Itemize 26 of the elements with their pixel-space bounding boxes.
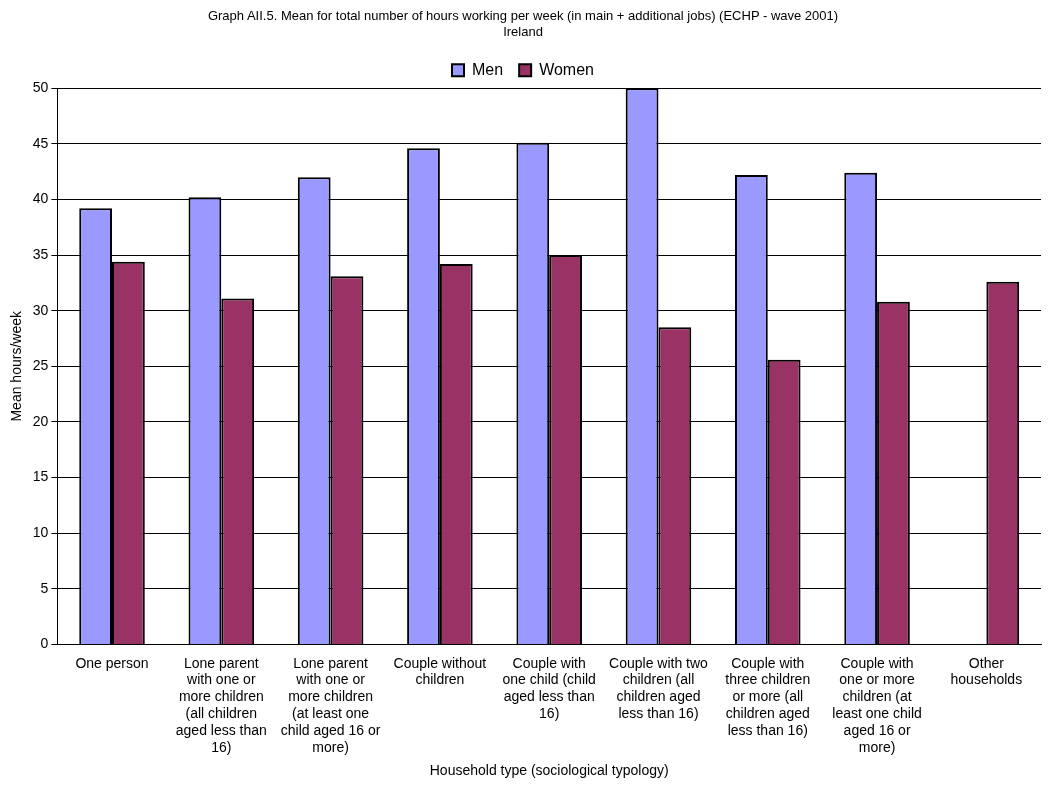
y-tick-label: 40 [32,190,49,207]
y-axis-title: Mean hours/week [8,310,25,422]
x-tick-label: One person [75,654,149,671]
x-tick-label: Couple with one child (child aged less than 16) [502,654,596,722]
legend-label: Women [539,60,594,78]
x-tick-label: Couple without children [393,654,487,688]
y-tick-label: 25 [32,357,49,374]
x-tick-label: Other households [950,654,1023,688]
x-tick-label: Couple with three children or more (all children aged less than 16) [725,654,811,738]
chart-title: Graph AII.5. Mean for total number of hours working per week (in main + additional jobs) (ECHP - wave 2001) [207,8,839,24]
y-tick-label: 50 [32,79,49,96]
y-tick-label: 0 [40,635,49,652]
y-tick-label: 15 [32,468,49,485]
y-tick-label: 45 [32,134,49,151]
legend-label: Men [472,60,504,78]
y-tick-label: 20 [32,412,49,429]
x-tick-label: Lone parent with one or more children (all children aged less than 16) [175,654,267,755]
x-tick-label: Lone parent with one or more children (at least one child aged 16 or more) [280,654,381,755]
y-tick-label: 35 [32,245,49,262]
x-axis-title: Household type (sociological typology) [429,762,669,779]
x-tick-label: Couple with two children (all children aged less than 16) [609,654,709,722]
chart-subtitle: Ireland [503,23,543,39]
x-tick-label: Couple with one or more children (at least one child aged 16 or more) [832,654,922,755]
y-tick-label: 5 [40,579,49,596]
y-tick-label: 30 [32,301,49,318]
y-tick-label: 10 [32,524,49,541]
